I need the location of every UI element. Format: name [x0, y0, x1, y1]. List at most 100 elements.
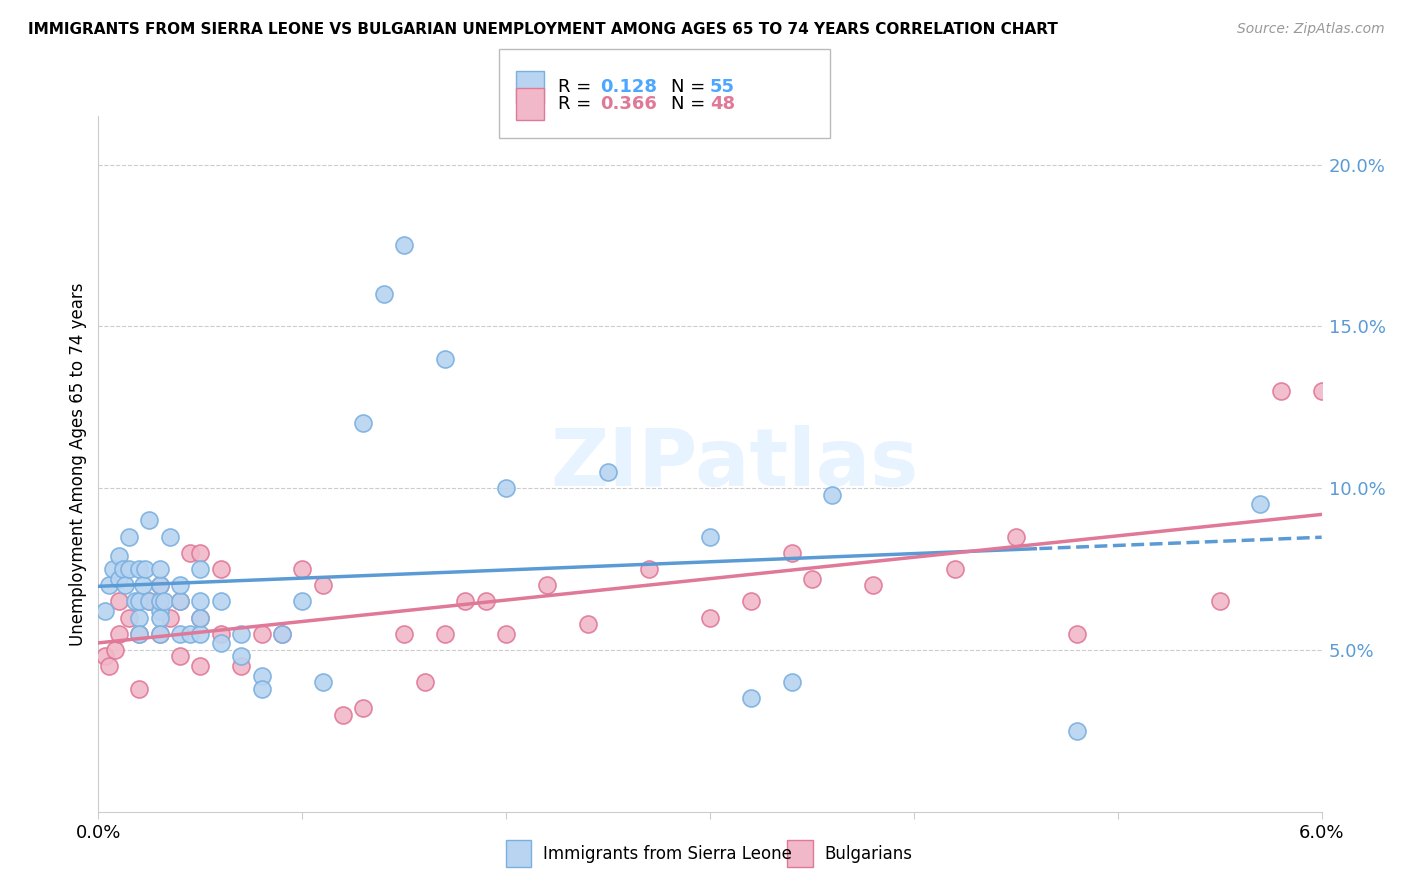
Point — [138, 594, 160, 608]
Point — [149, 578, 172, 592]
Point — [209, 594, 232, 608]
Point — [108, 572, 131, 586]
Point — [128, 681, 150, 696]
Point — [740, 594, 762, 608]
Text: Immigrants from Sierra Leone: Immigrants from Sierra Leone — [543, 845, 792, 863]
Point — [108, 594, 131, 608]
Point — [536, 578, 558, 592]
Point — [111, 562, 134, 576]
Point — [495, 626, 517, 640]
Text: N =: N = — [671, 78, 710, 96]
Point — [101, 562, 124, 576]
Point — [128, 626, 150, 640]
Point — [93, 649, 115, 664]
Point — [209, 626, 232, 640]
Point — [179, 626, 201, 640]
Point — [413, 675, 436, 690]
Point — [392, 626, 416, 640]
Point — [132, 578, 155, 592]
Point — [311, 675, 335, 690]
Point — [169, 649, 191, 664]
Point — [124, 594, 146, 608]
Point — [114, 578, 136, 592]
Point — [188, 562, 212, 576]
Point — [149, 562, 172, 576]
Point — [270, 626, 292, 640]
Point — [454, 594, 477, 608]
Point — [134, 562, 156, 576]
Point — [740, 691, 762, 706]
Point — [169, 578, 191, 592]
Point — [169, 594, 191, 608]
Point — [149, 604, 172, 618]
Point — [637, 562, 661, 576]
Point — [128, 594, 150, 608]
Point — [576, 617, 599, 632]
Point — [1249, 497, 1271, 511]
Point — [433, 351, 456, 366]
Point — [801, 572, 824, 586]
Point — [699, 610, 721, 624]
Point — [250, 626, 273, 640]
Point — [291, 594, 314, 608]
Point — [118, 562, 141, 576]
Point — [138, 594, 160, 608]
Point — [159, 530, 181, 544]
Point — [169, 626, 191, 640]
Point — [128, 562, 150, 576]
Point — [128, 626, 150, 640]
Point — [231, 649, 253, 664]
Point — [250, 669, 273, 683]
Point — [780, 675, 803, 690]
Point — [231, 626, 253, 640]
Point — [108, 549, 131, 563]
Point — [128, 610, 150, 624]
Point — [149, 626, 172, 640]
Point — [118, 610, 141, 624]
Point — [188, 659, 212, 673]
Point — [169, 594, 191, 608]
Point — [943, 562, 966, 576]
Point — [332, 707, 354, 722]
Point — [373, 287, 395, 301]
Point — [1310, 384, 1333, 398]
Point — [209, 562, 232, 576]
Point — [188, 594, 212, 608]
Text: Bulgarians: Bulgarians — [824, 845, 912, 863]
Point — [291, 562, 314, 576]
Point — [495, 481, 517, 495]
Point — [1208, 594, 1232, 608]
Point — [780, 546, 803, 560]
Point — [188, 546, 212, 560]
Point — [433, 626, 456, 640]
Text: ZIPatlas: ZIPatlas — [550, 425, 918, 503]
Point — [392, 238, 416, 252]
Point — [149, 578, 172, 592]
Point — [474, 594, 498, 608]
Point — [699, 530, 721, 544]
Text: Source: ZipAtlas.com: Source: ZipAtlas.com — [1237, 22, 1385, 37]
Y-axis label: Unemployment Among Ages 65 to 74 years: Unemployment Among Ages 65 to 74 years — [69, 282, 87, 646]
Point — [188, 610, 212, 624]
Point — [149, 594, 172, 608]
Point — [97, 659, 120, 673]
Text: N =: N = — [671, 95, 710, 113]
Text: IMMIGRANTS FROM SIERRA LEONE VS BULGARIAN UNEMPLOYMENT AMONG AGES 65 TO 74 YEARS: IMMIGRANTS FROM SIERRA LEONE VS BULGARIA… — [28, 22, 1057, 37]
Point — [108, 626, 131, 640]
Point — [821, 487, 844, 501]
Point — [352, 417, 374, 431]
Point — [250, 681, 273, 696]
Point — [93, 604, 115, 618]
Text: 0.128: 0.128 — [600, 78, 658, 96]
Point — [311, 578, 335, 592]
Text: 0.366: 0.366 — [600, 95, 657, 113]
Point — [97, 578, 120, 592]
Point — [118, 530, 141, 544]
Point — [352, 701, 374, 715]
Point — [1270, 384, 1292, 398]
Point — [862, 578, 884, 592]
Point — [1066, 626, 1088, 640]
Point — [179, 546, 201, 560]
Point — [104, 643, 127, 657]
Point — [598, 465, 620, 479]
